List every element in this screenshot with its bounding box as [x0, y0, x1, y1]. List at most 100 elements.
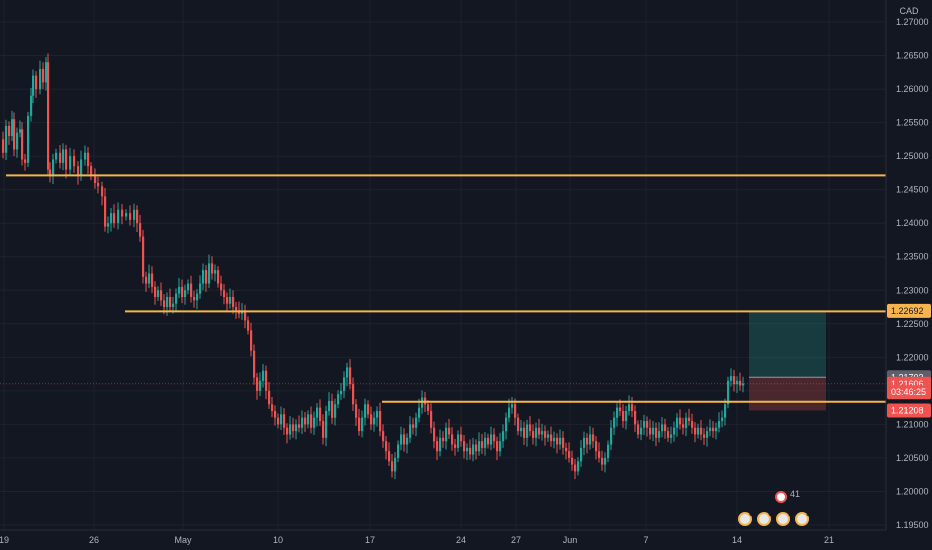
candle-body — [697, 427, 700, 435]
candle-body — [535, 427, 538, 438]
candle-body — [304, 417, 307, 425]
candle-body — [47, 62, 50, 170]
candle-body — [190, 283, 193, 297]
candle-body — [361, 417, 364, 432]
candle-body — [682, 424, 685, 428]
candle-body — [157, 290, 160, 297]
candle-body — [346, 367, 349, 378]
candle-body — [397, 444, 400, 458]
y-tick-label: 1.20500 — [896, 453, 929, 463]
candle-body — [235, 307, 238, 311]
candle-body — [349, 367, 352, 385]
candle-body — [277, 417, 280, 425]
candle-body — [496, 441, 499, 452]
candle-body — [439, 437, 442, 452]
candle-body — [520, 427, 523, 432]
event-marker-icon[interactable] — [795, 512, 809, 526]
candle-body — [460, 434, 463, 442]
candle-body — [490, 434, 493, 445]
candle-body — [45, 62, 48, 83]
candle-body — [274, 410, 277, 418]
candle-body — [121, 209, 124, 217]
candle-body — [199, 283, 202, 294]
candle-body — [11, 119, 14, 137]
candle-body — [30, 95, 33, 116]
candle-body — [736, 380, 739, 385]
candle-body — [703, 434, 706, 438]
candle-body — [466, 447, 469, 452]
candle-body — [139, 223, 142, 237]
price-badge[interactable] — [887, 403, 931, 418]
candle-body — [328, 400, 331, 411]
candle-body — [598, 451, 601, 458]
candle-body — [526, 424, 529, 438]
event-marker-count: 5 — [806, 508, 811, 518]
candle-body — [35, 75, 38, 90]
candle-body — [538, 427, 541, 435]
candle-body — [733, 376, 736, 385]
event-marker-top-icon[interactable] — [775, 491, 787, 503]
candle-body — [52, 159, 55, 177]
price-badge[interactable] — [887, 385, 931, 400]
price-badge-label: 03:46:25 — [891, 387, 926, 397]
candle-body — [532, 431, 535, 438]
candle-body — [247, 320, 250, 331]
candle-body — [637, 424, 640, 435]
candle-body — [475, 444, 478, 452]
candle-body — [13, 119, 16, 150]
price-badge[interactable] — [887, 303, 931, 318]
position-tool[interactable] — [749, 311, 826, 411]
candle-body — [32, 75, 35, 96]
candle-body — [673, 427, 676, 435]
event-marker-icon[interactable] — [757, 512, 771, 526]
x-tick-label: 10 — [273, 535, 283, 545]
candle-body — [211, 263, 214, 274]
event-marker-top-count: 41 — [790, 489, 800, 499]
candle-body — [175, 293, 178, 304]
candle-body — [367, 404, 370, 415]
candle-body — [655, 427, 658, 438]
candle-body — [403, 434, 406, 445]
candle-body — [616, 407, 619, 418]
candle-body — [163, 300, 166, 308]
event-markers[interactable]: 41 8 6 7 5 — [738, 489, 811, 526]
candle-body — [94, 176, 97, 183]
candle-body — [394, 457, 397, 472]
candle-body — [280, 414, 283, 425]
y-tick-label: 1.19500 — [896, 520, 929, 530]
candle-body — [129, 213, 132, 220]
candle-body — [634, 410, 637, 425]
candle-body — [571, 457, 574, 465]
profit-zone[interactable] — [749, 311, 826, 378]
candle-body — [595, 441, 598, 452]
loss-zone[interactable] — [749, 377, 826, 411]
candle-body — [24, 159, 27, 163]
candle-body — [337, 394, 340, 405]
x-tick-label: 21 — [824, 535, 834, 545]
candle-body — [418, 407, 421, 418]
candle-body — [133, 209, 136, 220]
event-marker-icon[interactable] — [776, 512, 790, 526]
y-tick-label: 1.27000 — [896, 17, 929, 27]
candle-body — [628, 404, 631, 411]
candle-body — [709, 427, 712, 432]
candle-body — [430, 410, 433, 428]
candle-body — [259, 380, 262, 391]
candle-body — [117, 209, 120, 224]
candle-body — [90, 166, 93, 177]
candle-body — [313, 417, 316, 428]
price-axis-panel[interactable] — [886, 0, 932, 550]
candle-body — [80, 159, 83, 177]
candle-body — [619, 407, 622, 411]
candle-body — [721, 417, 724, 422]
candle-body — [427, 404, 430, 411]
currency-label: CAD — [899, 6, 919, 16]
event-marker-icon[interactable] — [738, 512, 752, 526]
candle-body — [376, 410, 379, 418]
candle-body — [442, 437, 445, 442]
candle-body — [472, 444, 475, 455]
candle-body — [406, 437, 409, 445]
